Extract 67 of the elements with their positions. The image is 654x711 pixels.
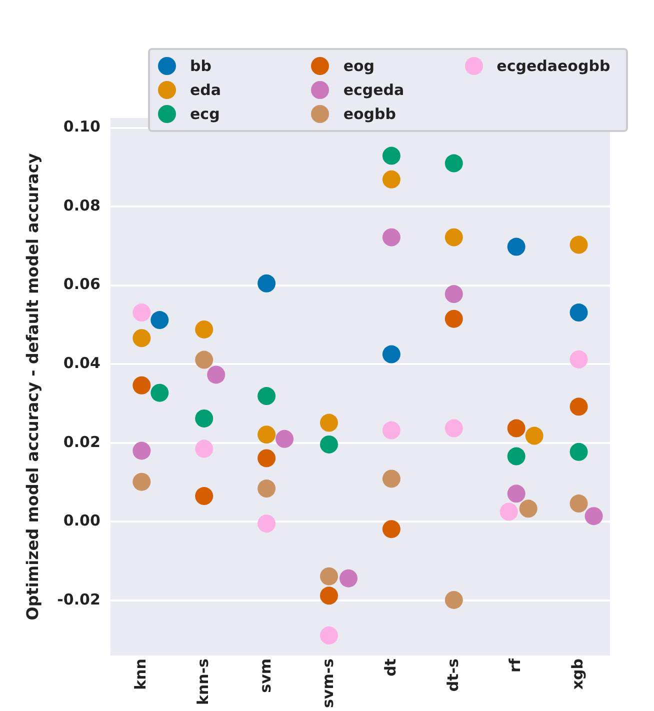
x-tick-label: svm-s [318, 658, 337, 708]
point [382, 146, 400, 165]
point [444, 154, 463, 172]
legend-label: eogbb [343, 105, 396, 123]
x-tick-label: xgb [568, 658, 587, 690]
x-tick-label: rf [506, 658, 524, 672]
legend-label: eog [343, 57, 375, 75]
x-tick-label: knn-s [194, 658, 212, 706]
point [570, 350, 588, 368]
point [382, 228, 400, 246]
legend-label: eda [190, 81, 222, 99]
point [444, 590, 463, 609]
point [258, 480, 276, 498]
y-tick-label: 0.08 [63, 196, 100, 214]
point [132, 376, 151, 394]
point [444, 228, 463, 246]
legend-label: bb [190, 57, 212, 75]
point [320, 567, 338, 586]
point [444, 285, 463, 304]
point [195, 440, 214, 458]
point [258, 514, 276, 533]
y-tick-label: -0.02 [57, 590, 100, 608]
point [570, 442, 588, 461]
point [258, 274, 276, 292]
legend-label: ecgeda [343, 81, 404, 99]
point [382, 520, 400, 538]
point [382, 470, 400, 488]
point [507, 484, 526, 503]
point [382, 345, 400, 364]
point [570, 494, 588, 513]
point [570, 398, 588, 416]
point [570, 304, 588, 322]
point [195, 320, 214, 338]
point [444, 419, 463, 438]
point [132, 442, 151, 460]
point [507, 238, 526, 256]
point [320, 435, 338, 454]
point [132, 472, 151, 491]
point [132, 304, 151, 322]
y-tick-label: 0.00 [63, 512, 100, 530]
point [195, 350, 214, 369]
legend-label: ecgedaeogbb [496, 57, 610, 75]
point [132, 329, 151, 348]
point [195, 409, 214, 428]
point [507, 419, 526, 438]
point [195, 487, 214, 506]
y-tick-label: 0.10 [63, 118, 100, 136]
point [258, 387, 276, 406]
y-tick-label: 0.04 [63, 354, 100, 372]
point [258, 449, 276, 468]
x-tick-label: knn [132, 658, 150, 690]
point [320, 414, 338, 432]
point [382, 170, 400, 188]
point [320, 586, 338, 605]
point [570, 236, 588, 254]
x-tick-label: dt-s [444, 658, 462, 692]
legend-label: ecg [190, 105, 220, 123]
point [320, 626, 338, 644]
point [507, 447, 526, 466]
x-tick-label: svm [256, 658, 274, 693]
y-tick-label: 0.02 [63, 432, 100, 451]
y-tick-label: 0.06 [63, 275, 100, 294]
point [444, 310, 463, 328]
x-tick-label: dt [381, 658, 400, 676]
point [382, 421, 400, 440]
y-axis-title: Optimized model accuracy - default model accuracy [22, 152, 42, 620]
point [258, 426, 276, 444]
